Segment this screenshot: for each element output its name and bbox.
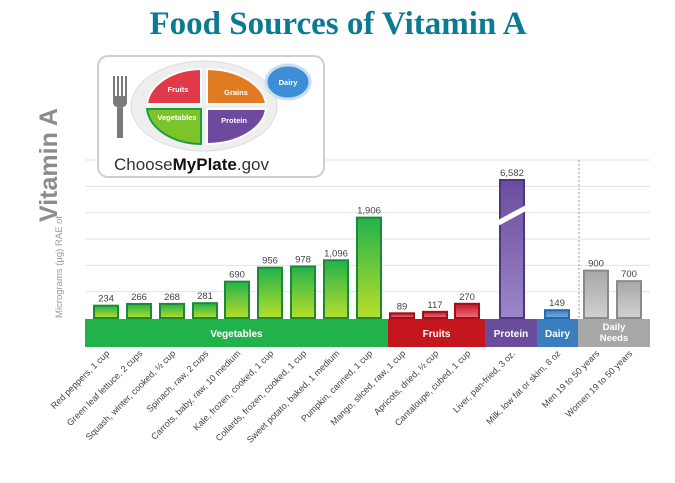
logo-text-bold: MyPlate [173, 155, 237, 174]
fork-icon [113, 76, 127, 138]
data-label: 234 [98, 294, 114, 305]
chart-title: Food Sources of Vitamin A [149, 6, 526, 42]
x-tick-label: Spinach, raw, 2 cups [145, 348, 211, 414]
choosemyplate-logo: Fruits Grains Vegetables Protein Dairy C… [97, 55, 325, 178]
logo-section-grains: Grains [224, 88, 248, 97]
bar [290, 265, 316, 320]
logo-text-light: Choose [114, 155, 173, 174]
data-label: 978 [295, 254, 311, 265]
bar [454, 302, 480, 319]
group-label: Fruits [423, 329, 451, 340]
group-band [85, 319, 388, 347]
group-band [485, 319, 537, 347]
logo-wordmark: ChooseMyPlate.gov [114, 155, 269, 174]
bar [257, 266, 283, 319]
data-label: 268 [164, 292, 180, 303]
bar [93, 304, 119, 319]
logo-section-protein: Protein [221, 116, 247, 125]
data-label: 6,582 [500, 168, 524, 179]
y-axis-label-large: Vitamin A [35, 108, 63, 222]
x-tick-label: Red peppers, 1 cup [49, 348, 112, 411]
data-label: 281 [197, 291, 213, 302]
group-band [388, 319, 485, 347]
group-label: Dairy [545, 329, 570, 340]
logo-section-dairy: Dairy [279, 78, 299, 87]
data-label: 117 [427, 300, 442, 311]
bar [126, 302, 152, 319]
bar [499, 179, 525, 319]
data-label: 1,906 [357, 206, 381, 217]
logo-section-vegetables: Vegetables [157, 113, 196, 122]
bar [544, 309, 570, 320]
group-label: Needs [600, 333, 629, 344]
bar [356, 216, 382, 320]
bar [159, 302, 185, 320]
logo-text-suffix: .gov [237, 155, 270, 174]
data-label: 266 [131, 292, 147, 303]
bar [422, 310, 448, 320]
data-label: 690 [229, 270, 245, 281]
bar [616, 280, 642, 319]
bar [583, 269, 609, 320]
x-tick-label: Milk, low fat or skim, 8 oz [484, 348, 563, 427]
data-label: 1,096 [324, 248, 348, 259]
group-label: Daily [603, 322, 626, 333]
data-label: 270 [459, 292, 475, 303]
axis-break-mark [498, 205, 526, 226]
data-label: 89 [397, 301, 408, 312]
group-band [578, 319, 650, 347]
logo-section-fruits: Fruits [168, 85, 189, 94]
bar [323, 259, 349, 320]
x-tick-label: Women 19 to 50 years [563, 348, 634, 419]
group-band [537, 319, 578, 347]
bar [224, 280, 250, 320]
group-label: Protein [494, 329, 528, 340]
data-label: 700 [621, 269, 637, 280]
y-axis-label-small: Micrograms (µg) RAE of [54, 216, 65, 318]
data-label: 956 [262, 256, 278, 267]
data-label: 900 [588, 259, 604, 270]
bar [389, 312, 415, 319]
data-label: 149 [549, 298, 565, 309]
group-label: Vegetables [210, 329, 263, 340]
bar [192, 302, 218, 319]
